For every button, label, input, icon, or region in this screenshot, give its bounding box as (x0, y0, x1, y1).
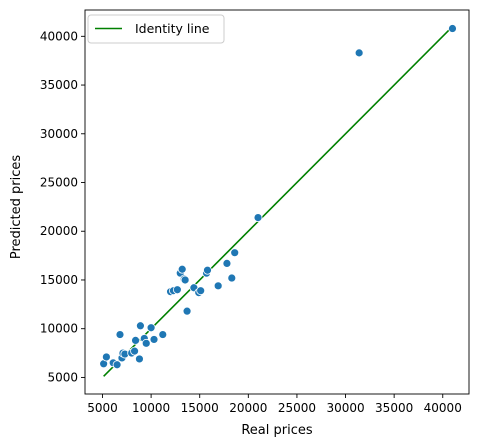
legend-label: Identity line (135, 21, 210, 36)
data-point (136, 321, 145, 331)
data-point (146, 323, 156, 333)
data-point (213, 281, 223, 291)
data-point (131, 335, 140, 345)
data-point (112, 360, 122, 370)
data-point (203, 265, 212, 275)
data-point (222, 259, 232, 268)
x-axis-label: Real prices (241, 423, 313, 438)
data-point (177, 264, 187, 274)
data-point (180, 275, 190, 285)
x-tick-label: 15000 (181, 401, 219, 415)
data-point (158, 330, 168, 339)
y-tick-label: 5000 (47, 370, 78, 384)
y-tick-label: 30000 (40, 127, 78, 141)
data-point (135, 354, 144, 364)
data-point (196, 286, 206, 296)
legend-box (87, 14, 225, 44)
data-point (149, 335, 159, 344)
data-point (101, 352, 111, 362)
data-point (448, 24, 457, 33)
data-point (141, 338, 151, 348)
data-point (227, 273, 237, 283)
data-point (115, 330, 125, 339)
identity-line (103, 26, 454, 377)
y-tick-label: 20000 (40, 224, 78, 238)
x-tick-label: 20000 (229, 401, 267, 415)
x-tick-label: 30000 (326, 401, 364, 415)
y-tick-label: 25000 (40, 176, 78, 190)
y-axis-label: Predicted prices (9, 155, 24, 260)
x-tick-label: 35000 (375, 401, 413, 415)
axes: 5000 10000 15000 20000 25000 30000 35000 40000 5… (40, 9, 470, 415)
x-tick-label: 25000 (278, 401, 316, 415)
y-tick-label: 40000 (40, 29, 78, 43)
data-point (230, 248, 240, 258)
data-point (182, 306, 192, 316)
y-tick-label: 35000 (40, 78, 78, 92)
x-tick-label: 5000 (87, 401, 118, 415)
data-point (253, 213, 263, 222)
data-point (130, 346, 139, 356)
y-tick-label: 10000 (40, 322, 78, 336)
data-point (172, 285, 182, 295)
data-point (354, 48, 364, 58)
plot-area (99, 24, 457, 377)
legend: Identity line (87, 14, 225, 44)
plot-frame (84, 9, 470, 395)
x-tick-label: 40000 (424, 401, 462, 415)
x-tick-label: 10000 (132, 401, 170, 415)
y-tick-label: 15000 (40, 273, 78, 287)
